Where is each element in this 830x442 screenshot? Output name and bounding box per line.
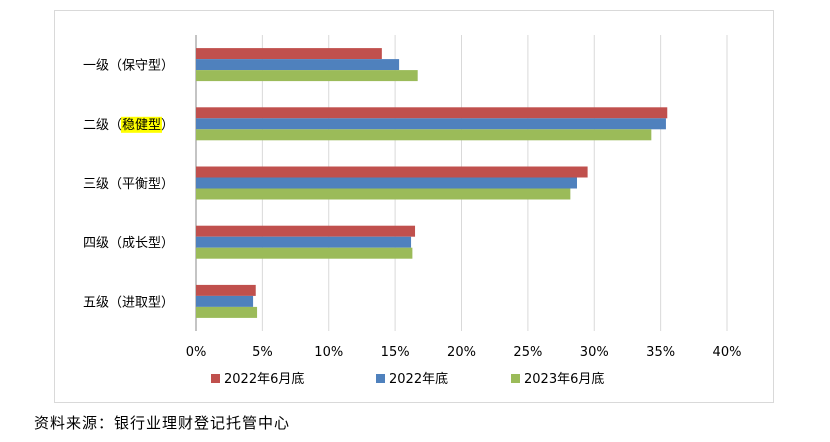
legend-label: 2023年6月底 bbox=[524, 371, 604, 387]
chart-frame: 0% 5% 10% 15% 20% 25% 30% 35% 40% 一级（保守型） 二级（稳健型） 三… bbox=[54, 10, 774, 403]
x-tick-label: 40% bbox=[713, 345, 742, 360]
legend-label: 2022年底 bbox=[389, 371, 448, 387]
bar bbox=[196, 284, 256, 296]
x-tick-label: 5% bbox=[252, 345, 273, 360]
bar bbox=[196, 306, 258, 318]
bar bbox=[196, 236, 412, 248]
bar bbox=[196, 295, 254, 307]
bar bbox=[196, 59, 400, 71]
category-label: 五级（进取型） bbox=[83, 295, 174, 310]
bar bbox=[196, 247, 413, 259]
bar bbox=[196, 118, 666, 130]
x-tick-label: 35% bbox=[646, 345, 675, 360]
bar bbox=[196, 70, 418, 82]
category-label: 一级（保守型） bbox=[83, 59, 174, 74]
x-tick-label: 10% bbox=[314, 345, 343, 360]
x-tick-label: 0% bbox=[186, 345, 207, 360]
legend-swatch bbox=[211, 374, 220, 383]
x-tick-label: 15% bbox=[381, 345, 410, 360]
x-tick-label: 20% bbox=[447, 345, 476, 360]
bar bbox=[196, 166, 588, 178]
bar bbox=[196, 225, 416, 237]
legend-swatch bbox=[376, 374, 385, 383]
chart-svg: 0% 5% 10% 15% 20% 25% 30% 35% 40% 一级（保守型） 二级（稳健型） 三… bbox=[83, 35, 742, 387]
bar bbox=[196, 129, 652, 141]
bar bbox=[196, 48, 382, 60]
x-tick-label: 30% bbox=[580, 345, 609, 360]
category-label: 三级（平衡型） bbox=[83, 177, 174, 192]
bar bbox=[196, 107, 668, 119]
x-tick-label: 25% bbox=[513, 345, 542, 360]
category-label: 四级（成长型） bbox=[83, 236, 174, 251]
label-highlight bbox=[120, 116, 162, 133]
source-note: 资料来源：银行业理财登记托管中心 bbox=[34, 414, 291, 432]
legend-label: 2022年6月底 bbox=[224, 371, 304, 387]
bar bbox=[196, 188, 571, 200]
legend-swatch bbox=[511, 374, 520, 383]
category-label: 二级（稳健型） bbox=[83, 117, 174, 133]
bar bbox=[196, 177, 577, 189]
